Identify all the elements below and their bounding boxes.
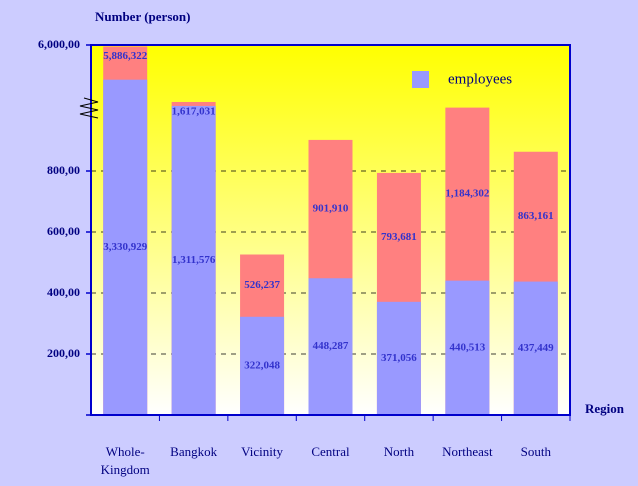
y-tick-label: 200,00 <box>47 346 80 360</box>
value-label: 863,161 <box>518 210 554 222</box>
x-tick-label: South <box>520 444 551 459</box>
value-label: 437,449 <box>518 342 554 354</box>
value-label: 1,311,576 <box>172 254 216 266</box>
bar <box>445 280 490 415</box>
x-tick-label: North <box>383 444 415 459</box>
value-label: 5,886,322 <box>103 50 148 62</box>
bar <box>376 301 421 415</box>
bar <box>240 316 285 415</box>
x-tick-label: Central <box>311 444 350 459</box>
bar <box>513 281 558 415</box>
plot-border <box>90 44 571 416</box>
y-tick-label: 400,00 <box>47 285 80 299</box>
bar <box>308 278 353 415</box>
x-tick-label: Northeast <box>442 444 493 459</box>
value-label: 448,287 <box>313 340 349 352</box>
y-tick-label: 6,000,00 <box>38 37 80 51</box>
x-tick-label: Whole-Kingdom <box>100 444 150 477</box>
value-label: 440,513 <box>449 341 485 353</box>
bar <box>103 79 148 415</box>
value-label: 1,184,302 <box>445 188 490 200</box>
x-tick-label: Bangkok <box>170 444 218 459</box>
value-label: 793,681 <box>381 231 417 243</box>
bar <box>171 105 216 415</box>
y-tick-label: 800,00 <box>47 163 80 177</box>
x-axis-title: Region <box>585 401 625 416</box>
legend-swatch <box>412 71 429 88</box>
value-label: 1,617,031 <box>172 106 216 118</box>
value-label: 3,330,929 <box>103 241 148 253</box>
y-tick-label: 600,00 <box>47 224 80 238</box>
value-label: 901,910 <box>313 203 349 215</box>
value-label: 526,237 <box>244 279 280 291</box>
axis-break <box>79 97 99 119</box>
value-label: 322,048 <box>244 359 280 371</box>
value-label: 371,056 <box>381 352 417 364</box>
y-axis-title: Number (person) <box>95 9 190 24</box>
x-tick-label: Vicinity <box>241 444 283 459</box>
legend-label: employees <box>448 71 512 87</box>
